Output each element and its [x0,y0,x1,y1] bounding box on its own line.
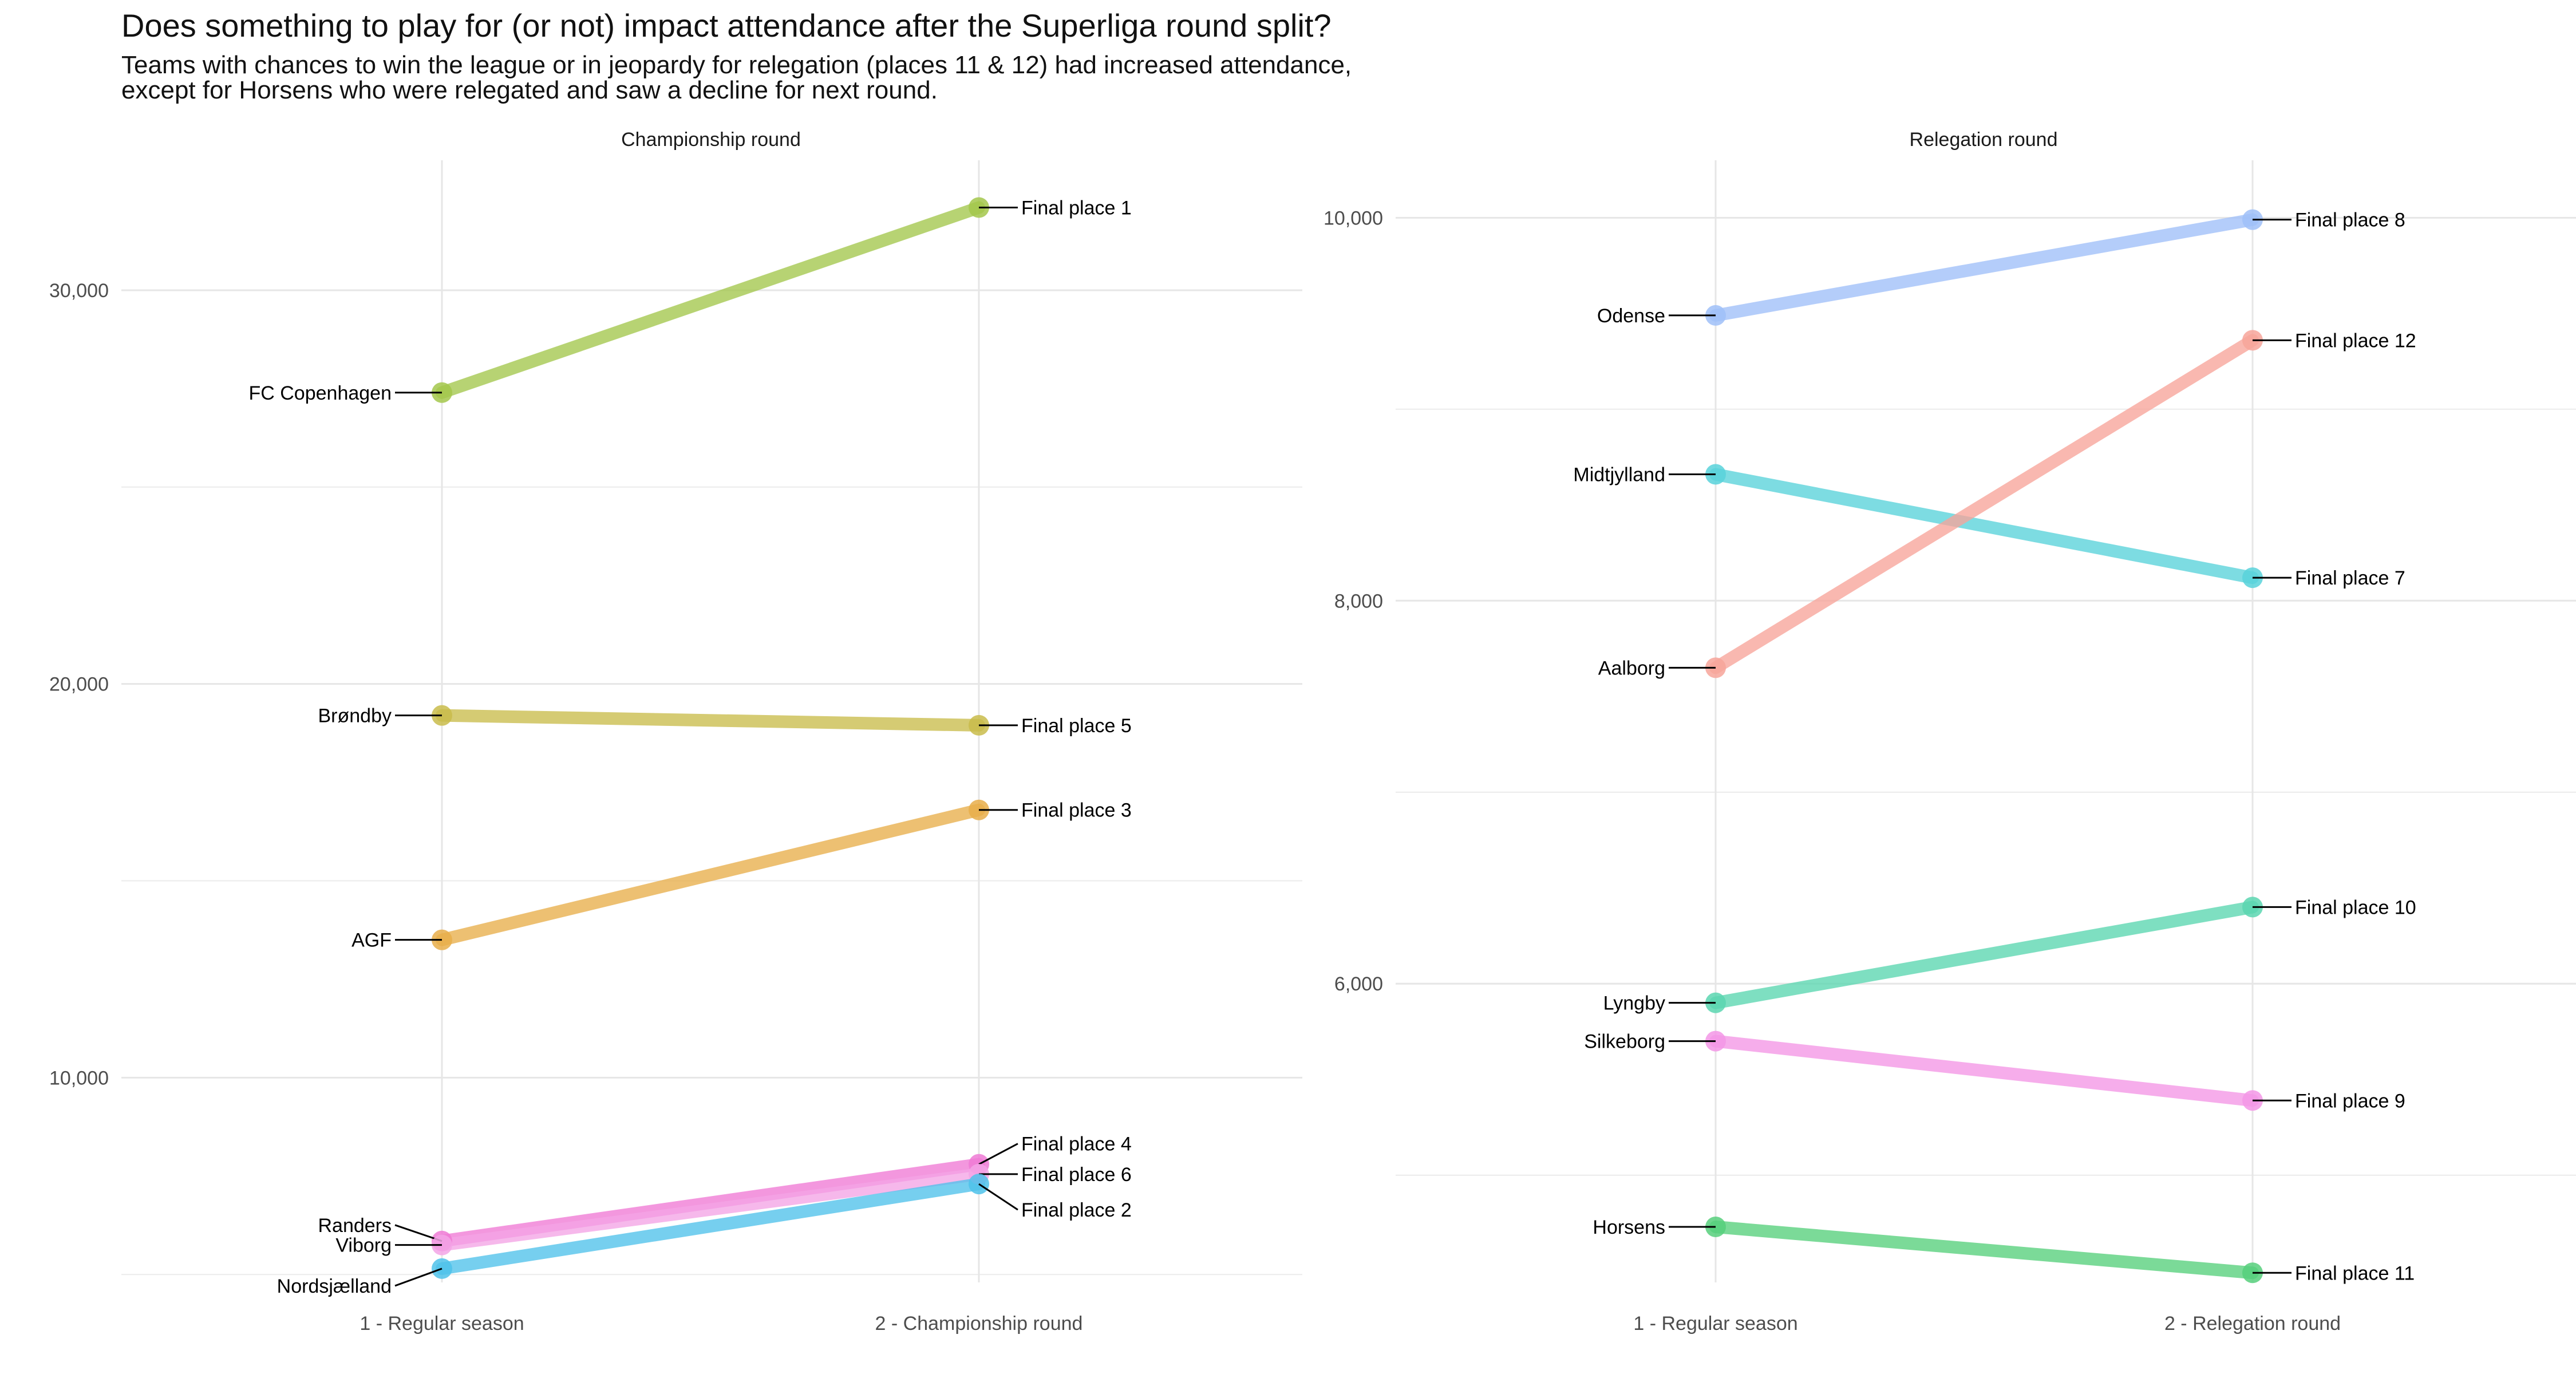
subtitle-line-1: Teams with chances to win the league or … [121,51,1352,79]
series-name-label: Viborg [335,1235,392,1257]
series-name-label: Randers [318,1215,392,1237]
series-line [1709,901,2259,1009]
chart-title: Does something to play for (or not) impa… [121,7,1332,44]
final-place-label: Final place 8 [2295,210,2405,231]
final-place-label: Final place 5 [1021,715,1132,737]
final-place-label: Final place 11 [2295,1262,2415,1284]
series-name-label: FC Copenhagen [248,382,392,404]
panel-title: Championship round [621,129,801,151]
series-name-label: AGF [351,930,392,951]
series-line [436,803,985,946]
label-leader [394,1268,442,1287]
y-tick-label: 8,000 [1334,590,1383,612]
x-tick-label: 2 - Championship round [875,1313,1083,1334]
series-name-label: Nordsjælland [277,1276,392,1297]
y-tick-label: 10,000 [49,1067,109,1089]
label-leader [978,1183,1018,1211]
final-place-label: Final place 12 [2295,330,2416,352]
final-place-label: Final place 4 [1021,1134,1132,1155]
series-name-label: Silkeborg [1584,1031,1665,1053]
final-place-label: Final place 1 [1021,198,1132,219]
series-name-label: Midtjylland [1573,464,1665,486]
series-line [436,1178,985,1275]
y-tick-label: 30,000 [49,280,109,302]
final-place-label: Final place 3 [1021,800,1132,822]
y-tick-label: 10,000 [1323,207,1383,229]
series-name-label: Brøndby [318,705,392,727]
series-line [436,201,985,399]
x-tick-label: 2 - Relegation round [2164,1313,2341,1334]
x-tick-label: 1 - Regular season [1633,1313,1797,1334]
panel-championship: 10,000 20,000 30,000 1 - Regular season 2 - … [49,129,1302,1334]
final-place-label: Final place 2 [1021,1199,1132,1221]
series-line [1709,213,2259,322]
y-tick-label: 20,000 [49,674,109,696]
series-line [436,709,985,732]
x-tick-label: 1 - Regular season [359,1313,524,1334]
final-place-label: Final place 6 [1021,1164,1132,1186]
label-leader [978,1143,1018,1166]
final-place-label: Final place 7 [2295,567,2405,589]
subtitle-line-2: except for Horsens who were relegated an… [121,76,938,104]
series-line [1709,1221,2259,1280]
series-line [436,1167,985,1251]
series-line [1709,468,2259,585]
series-name-label: Aalborg [1598,657,1665,679]
series-line [1709,1035,2259,1107]
series-name-label: Odense [1597,305,1665,327]
y-tick-label: 6,000 [1334,973,1383,995]
series-name-label: Horsens [1593,1217,1665,1238]
series-name-label: Lyngby [1603,993,1665,1014]
panel-title: Relegation round [1910,129,2058,151]
panel-relegation: 6,000 8,000 10,000 1 - Regular season 2 - Re… [1323,129,2576,1334]
final-place-label: Final place 9 [2295,1090,2405,1112]
final-place-label: Final place 10 [2295,897,2416,918]
chart-subtitle: Teams with chances to win the league or … [121,53,1552,103]
series-line [1709,334,2259,674]
